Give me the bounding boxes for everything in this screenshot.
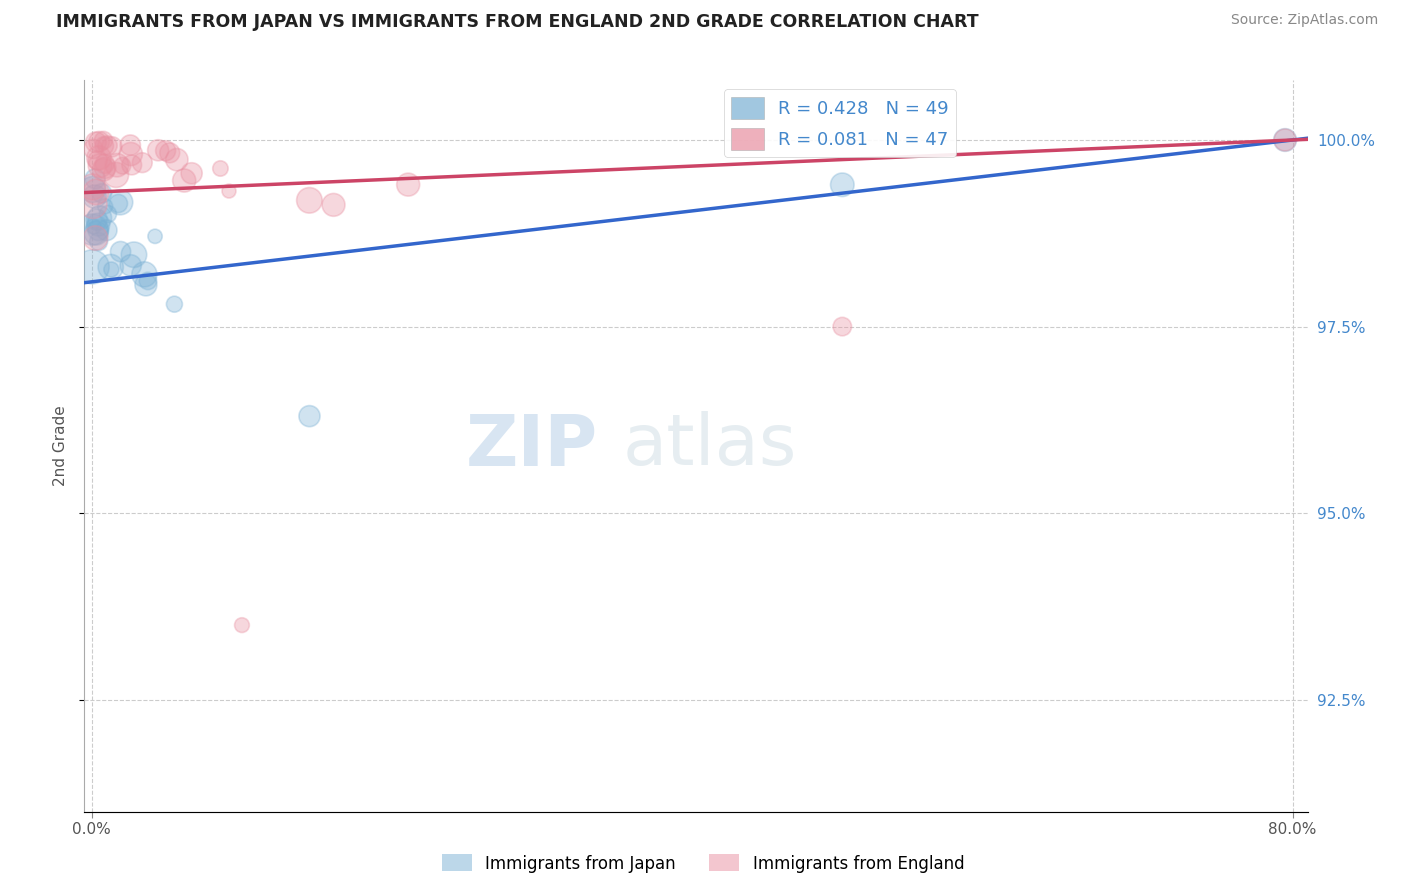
Legend: R = 0.428   N = 49, R = 0.081   N = 47: R = 0.428 N = 49, R = 0.081 N = 47 <box>724 89 956 157</box>
Point <box>120 259 142 273</box>
Point <box>94 199 117 213</box>
Point <box>173 173 195 187</box>
Point <box>1274 133 1296 147</box>
Point <box>298 409 321 424</box>
Point <box>231 618 253 632</box>
Point <box>108 195 131 210</box>
Point <box>96 138 118 153</box>
Point <box>86 153 108 168</box>
Point <box>120 138 142 153</box>
Point <box>105 158 128 172</box>
Text: ZIP: ZIP <box>465 411 598 481</box>
Point <box>120 147 142 161</box>
Point <box>105 168 128 182</box>
Point <box>84 185 107 199</box>
Point <box>122 248 145 262</box>
Point <box>82 180 104 194</box>
Point <box>96 223 118 237</box>
Point <box>298 194 321 208</box>
Text: Source: ZipAtlas.com: Source: ZipAtlas.com <box>1230 13 1378 28</box>
Point <box>84 231 107 245</box>
Point <box>100 260 122 274</box>
Point <box>82 197 104 211</box>
Point <box>93 162 115 177</box>
Point <box>163 297 186 311</box>
Point <box>831 178 853 192</box>
Point <box>83 219 105 234</box>
Point <box>146 143 169 157</box>
Point <box>87 235 110 249</box>
Point <box>166 153 188 167</box>
Y-axis label: 2nd Grade: 2nd Grade <box>52 406 67 486</box>
Point <box>180 166 202 180</box>
Point <box>89 135 111 149</box>
Point <box>143 229 166 244</box>
Legend: Immigrants from Japan, Immigrants from England: Immigrants from Japan, Immigrants from E… <box>436 847 970 880</box>
Point <box>82 182 104 196</box>
Point <box>136 274 159 288</box>
Point <box>84 136 107 150</box>
Point <box>89 159 111 173</box>
Point <box>159 145 181 160</box>
Point <box>97 207 120 221</box>
Point <box>135 277 157 292</box>
Point <box>84 226 107 240</box>
Point <box>87 151 110 165</box>
Point <box>396 178 419 192</box>
Point <box>84 171 107 186</box>
Point <box>93 133 115 147</box>
Point <box>82 142 104 156</box>
Point <box>111 159 134 173</box>
Point <box>218 184 240 198</box>
Point <box>90 186 112 201</box>
Point <box>134 268 156 282</box>
Point <box>110 244 132 259</box>
Point <box>87 218 110 232</box>
Point <box>94 161 117 175</box>
Point <box>831 319 853 334</box>
Point <box>1274 133 1296 147</box>
Point <box>155 144 177 158</box>
Point <box>131 155 153 169</box>
Point <box>82 222 104 236</box>
Text: atlas: atlas <box>623 411 797 481</box>
Point <box>121 158 143 172</box>
Point <box>87 223 110 237</box>
Point <box>209 161 232 176</box>
Point <box>93 139 115 153</box>
Text: IMMIGRANTS FROM JAPAN VS IMMIGRANTS FROM ENGLAND 2ND GRADE CORRELATION CHART: IMMIGRANTS FROM JAPAN VS IMMIGRANTS FROM… <box>56 13 979 31</box>
Point <box>322 198 344 212</box>
Point <box>93 157 115 171</box>
Point <box>83 189 105 203</box>
Point <box>101 140 124 154</box>
Point <box>86 212 108 227</box>
Point <box>89 211 111 225</box>
Point <box>100 262 122 277</box>
Point <box>107 196 129 211</box>
Point <box>82 260 104 274</box>
